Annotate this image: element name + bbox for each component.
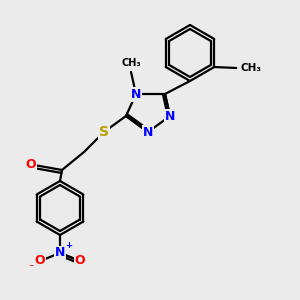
Text: N: N: [55, 247, 65, 260]
Text: N: N: [165, 110, 175, 122]
Text: N: N: [131, 88, 141, 100]
Text: N: N: [143, 125, 153, 139]
Text: O: O: [35, 254, 45, 268]
Text: O: O: [26, 158, 36, 172]
Text: CH₃: CH₃: [240, 63, 261, 73]
Text: O: O: [75, 254, 85, 268]
Text: S: S: [99, 125, 109, 139]
Text: CH₃: CH₃: [121, 58, 141, 68]
Text: ⁻: ⁻: [28, 263, 34, 273]
Text: +: +: [65, 242, 73, 250]
